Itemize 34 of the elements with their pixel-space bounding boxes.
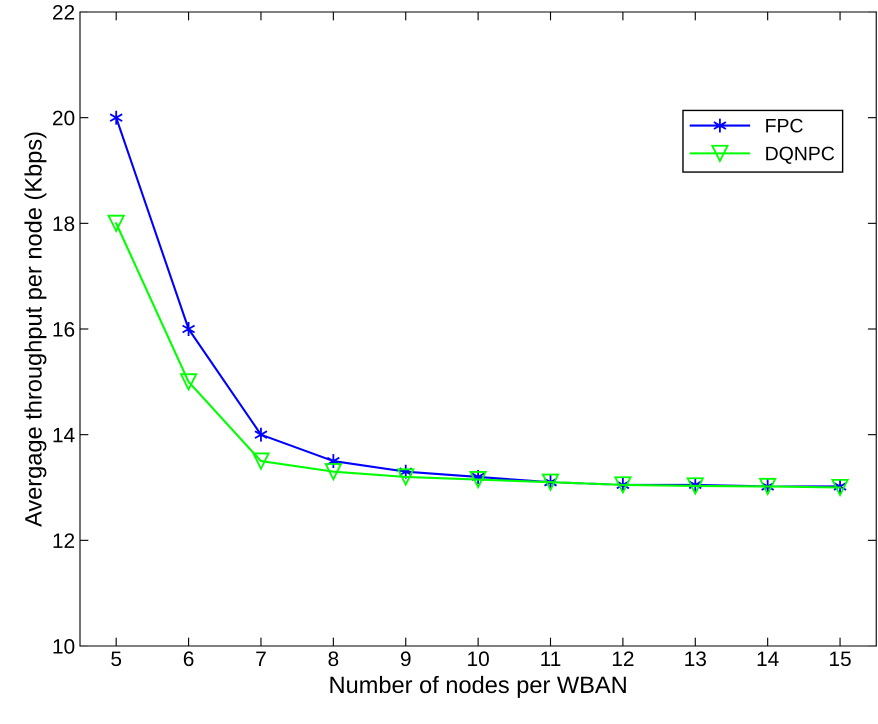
y-axis-title: Avergage throughput per node (Kbps) [24,132,46,527]
point [398,464,413,480]
y-tick-label: 18 [54,216,74,232]
point [109,110,124,126]
x-tick-label: 7 [256,652,266,666]
legend-label: FPC [766,118,803,133]
point [108,214,125,232]
x-tick-label: 6 [184,651,194,666]
y-tick-label: 14 [54,428,75,442]
y-tick-label: 22 [53,5,74,20]
point [252,452,270,470]
x-tick-label: 8 [328,651,338,666]
legend-label: DQNPC [766,146,834,164]
x-tick-label: 15 [830,652,851,666]
point [182,321,196,337]
point [471,469,486,485]
point [180,373,198,390]
x-tick-label: 9 [400,651,411,666]
x-axis-title: Number of nodes per WBAN [330,676,626,698]
x-tick-label: 5 [111,652,122,666]
y-tick-label: 16 [54,322,74,337]
x-tick-label: 14 [758,652,779,666]
y-tick-label: 10 [54,639,74,654]
point [324,463,342,480]
point [397,468,414,486]
point [470,471,487,488]
point [254,426,268,443]
x-tick-label: 13 [685,651,706,666]
x-tick-label: 12 [612,651,634,666]
x-tick-label: 10 [468,651,489,666]
y-tick-label: 20 [53,110,74,126]
x-tick-label: 11 [541,652,560,666]
point [326,453,340,469]
y-tick-label: 12 [54,533,74,548]
